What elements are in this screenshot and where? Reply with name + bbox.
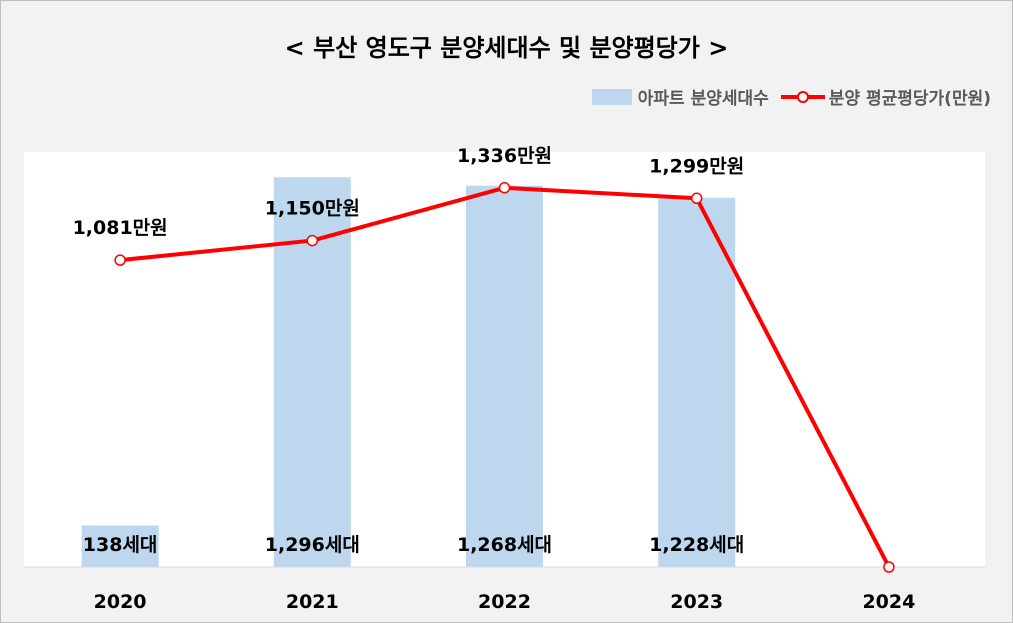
- x-tick-2023: 2023: [670, 591, 723, 613]
- legend-item-line: 분양 평균평당가(만원): [769, 84, 991, 109]
- price-point-2022: [498, 182, 511, 194]
- price-label-2022: 1,336만원: [457, 145, 552, 167]
- price-label-2023: 1,299만원: [649, 155, 744, 177]
- price-label-2021: 1,150만원: [265, 198, 360, 220]
- chart-title: < 부산 영도구 분양세대수 및 분양평당가 >: [284, 34, 729, 62]
- x-tick-2020: 2020: [94, 591, 147, 613]
- price-point-2024: [883, 561, 895, 573]
- bar-label-2023: 1,228세대: [649, 534, 744, 556]
- legend-swatch-bar: [591, 88, 632, 105]
- price-point-2023: [690, 192, 703, 205]
- legend-item-bar: 아파트 분양세대수: [591, 84, 769, 109]
- x-tick-2024: 2024: [862, 591, 915, 613]
- bar-2020: [81, 525, 159, 567]
- bar-label-2022: 1,268세대: [457, 534, 552, 556]
- bar-label-2020: 138세대: [83, 534, 158, 556]
- bar-2023: [658, 197, 736, 567]
- legend-label-bar: 아파트 분양세대수: [637, 89, 769, 109]
- legend-label-line: 분양 평균평당가(만원): [828, 89, 991, 109]
- x-tick-2022: 2022: [478, 591, 531, 613]
- price-point-2021: [306, 234, 319, 247]
- price-label-2020: 1,081만원: [73, 217, 168, 239]
- x-tick-2021: 2021: [286, 591, 339, 613]
- bar-label-2021: 1,296세대: [265, 534, 360, 556]
- legend-swatch-line: [780, 90, 825, 103]
- chart-legend: 아파트 분양세대수 분양 평균평당가(만원): [591, 84, 991, 109]
- bar-2022: [466, 185, 543, 567]
- price-point-2020: [114, 254, 126, 266]
